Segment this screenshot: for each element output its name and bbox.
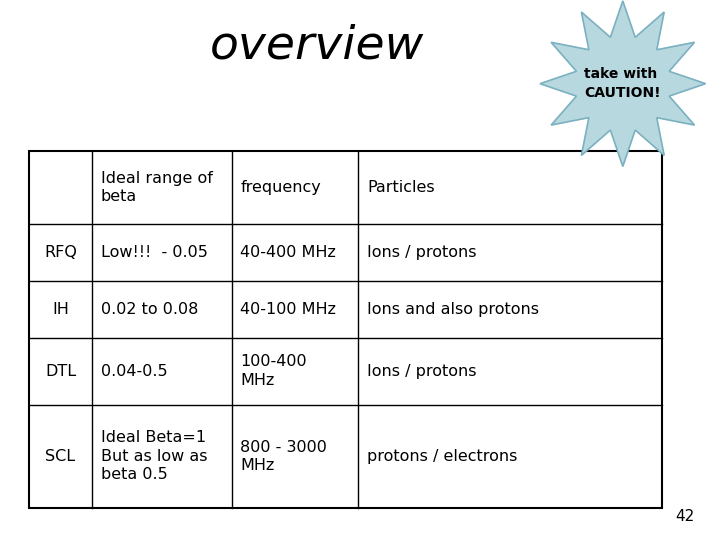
Text: SCL: SCL bbox=[45, 449, 76, 464]
Polygon shape bbox=[540, 1, 706, 166]
Text: DTL: DTL bbox=[45, 364, 76, 379]
Text: 800 - 3000
MHz: 800 - 3000 MHz bbox=[240, 440, 327, 473]
Text: Ions / protons: Ions / protons bbox=[367, 245, 477, 260]
Text: IH: IH bbox=[52, 302, 69, 316]
Text: Particles: Particles bbox=[367, 180, 435, 195]
Text: Ions and also protons: Ions and also protons bbox=[367, 302, 539, 316]
Text: Low!!!  - 0.05: Low!!! - 0.05 bbox=[101, 245, 207, 260]
Text: 40-400 MHz: 40-400 MHz bbox=[240, 245, 336, 260]
Text: protons / electrons: protons / electrons bbox=[367, 449, 517, 464]
Text: 0.02 to 0.08: 0.02 to 0.08 bbox=[101, 302, 198, 316]
Text: 42: 42 bbox=[675, 509, 695, 524]
Bar bbox=[29, 151, 662, 508]
Text: RFQ: RFQ bbox=[44, 245, 77, 260]
Text: overview: overview bbox=[210, 23, 424, 69]
Text: 100-400
MHz: 100-400 MHz bbox=[240, 354, 307, 388]
Text: Ideal range of
beta: Ideal range of beta bbox=[101, 171, 212, 205]
Text: take with
CAUTION!: take with CAUTION! bbox=[585, 68, 661, 100]
Text: 0.04-0.5: 0.04-0.5 bbox=[101, 364, 168, 379]
Text: frequency: frequency bbox=[240, 180, 321, 195]
Text: 40-100 MHz: 40-100 MHz bbox=[240, 302, 336, 316]
Text: Ideal Beta=1
But as low as
beta 0.5: Ideal Beta=1 But as low as beta 0.5 bbox=[101, 430, 207, 482]
Text: Ions / protons: Ions / protons bbox=[367, 364, 477, 379]
